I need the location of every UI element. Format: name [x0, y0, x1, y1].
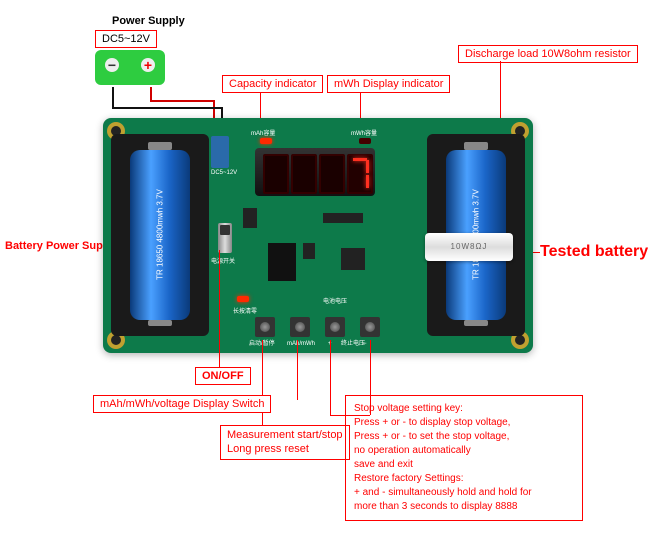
smd-component [323, 213, 363, 223]
restore-line: more than 3 seconds to display 8888 [354, 500, 574, 514]
silk-text: 电源开关 [211, 256, 235, 265]
pointer-line [297, 340, 298, 400]
minus-terminal-icon: − [105, 58, 119, 72]
restore-line: + and - simultaneously hold and hold for [354, 486, 574, 500]
pointer-line [330, 415, 345, 416]
power-supply-voltage-label: DC5~12V [95, 30, 157, 48]
minus-button[interactable] [360, 317, 380, 337]
stop-line: no operation automatically [354, 444, 574, 458]
mcu-chip [268, 243, 296, 281]
silk-text: 电池电压 [323, 296, 347, 305]
wire-black [112, 107, 223, 109]
silk-text: 终止电压 [341, 338, 365, 347]
plus-button[interactable] [325, 317, 345, 337]
smd-component [243, 208, 257, 228]
power-supply-title: Power Supply [112, 15, 185, 27]
on-off-label: ON/OFF [195, 367, 251, 385]
terminal-block [211, 136, 229, 168]
stop-line: save and exit [354, 458, 574, 472]
stop-voltage-title: Stop voltage setting key: [354, 402, 574, 416]
tested-battery-label: Tested battery [540, 243, 648, 261]
long-press-text: Long press reset [227, 443, 309, 455]
pointer-line [330, 340, 331, 415]
capacity-indicator-label: Capacity indicator [222, 75, 323, 93]
restore-title: Restore factory Settings: [354, 472, 574, 486]
smd-component [303, 243, 315, 259]
pointer-line [219, 250, 220, 375]
mwh-led [359, 138, 371, 144]
silk-text: mAh/mWh [287, 341, 315, 347]
start-stop-button[interactable] [255, 317, 275, 337]
status-led [237, 296, 249, 302]
measurement-label: Measurement start/stop Long press reset [220, 425, 350, 460]
battery-left: TR 18650 4800mwh 3.7V [130, 150, 190, 320]
power-switch[interactable] [218, 223, 232, 253]
wire-red [150, 100, 213, 102]
mwh-indicator-label: mWh Display indicator [327, 75, 450, 93]
capacity-led [260, 138, 272, 144]
meas-start-text: Measurement start/stop [227, 429, 343, 441]
battery-power-label: Battery Power Supply [5, 240, 119, 252]
silk-text: 长按清零 [233, 306, 257, 315]
smd-component [341, 248, 365, 270]
stop-line: Press + or - to set the stop voltage, [354, 430, 574, 444]
pcb-board: TR 18650 4800mwh 3.7V TR 18650 9800mwh 3… [103, 118, 533, 353]
display-switch-label: mAh/mWh/voltage Display Switch [93, 395, 271, 413]
load-resistor: 10W8ΩJ [425, 233, 513, 261]
display-digit-lit [347, 154, 373, 194]
silk-text: DC5~12V [211, 170, 237, 176]
discharge-load-label: Discharge load 10W8ohm resistor [458, 45, 638, 63]
stop-line: Press + or - to display stop voltage, [354, 416, 574, 430]
wire-black [112, 87, 114, 109]
power-supply-icon: − + [95, 50, 165, 85]
battery-left-text: TR 18650 4800mwh 3.7V [156, 155, 165, 315]
plus-terminal-icon: + [141, 58, 155, 72]
silk-text: mAh容量 [251, 128, 275, 137]
silk-text: − [363, 341, 367, 347]
battery-holder-left: TR 18650 4800mwh 3.7V [111, 134, 209, 336]
display-switch-button[interactable] [290, 317, 310, 337]
resistor-value: 10W8ΩJ [425, 233, 513, 251]
seven-segment-display [255, 148, 375, 196]
instructions-box: Stop voltage setting key: Press + or - t… [345, 395, 583, 521]
silk-text: mWh容量 [351, 128, 377, 137]
